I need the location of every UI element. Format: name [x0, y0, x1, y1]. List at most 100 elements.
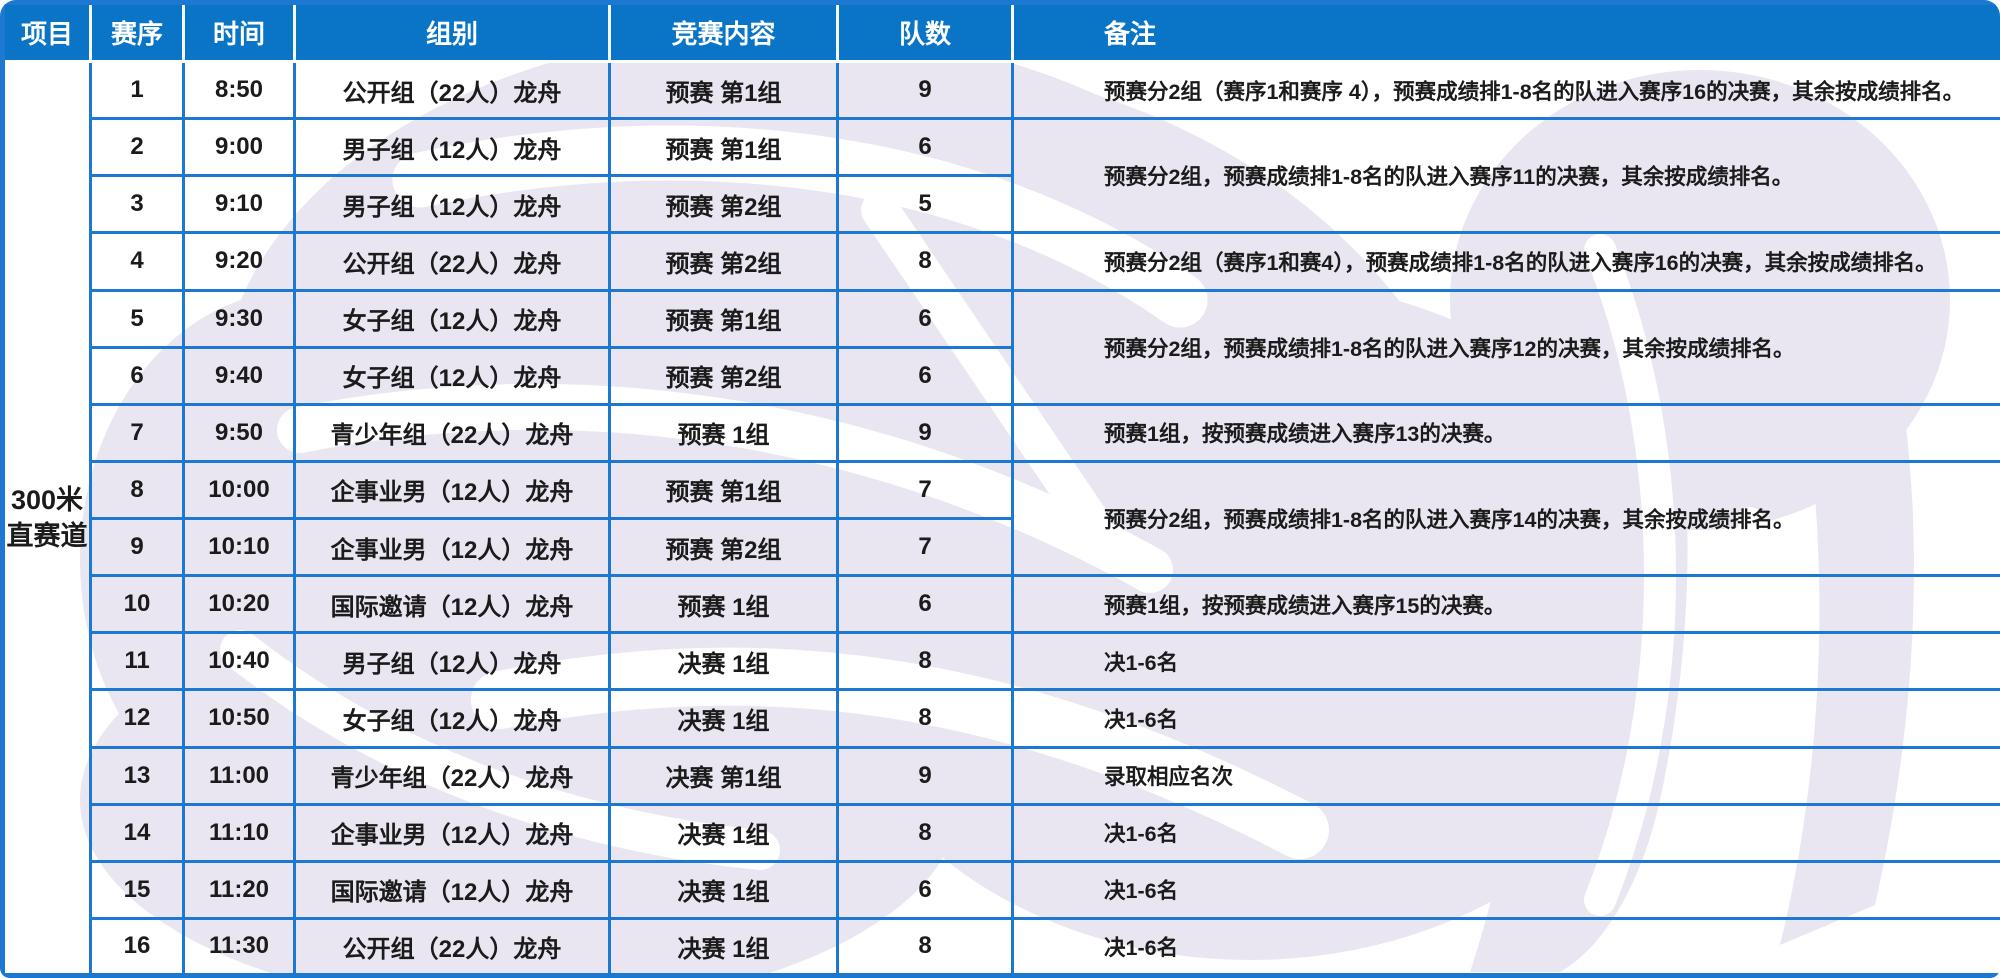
cell-seq: 1	[89, 59, 185, 121]
table-row: 7 9:50 青少年组（22人）龙舟 预赛 1组 9 预赛1组，按预赛成绩进入赛…	[3, 402, 2000, 463]
cell-content: 预赛 第1组	[608, 117, 839, 178]
cell-teams: 8	[836, 688, 1014, 749]
cell-time: 11:10	[182, 802, 296, 863]
cell-group: 企事业男（12人）龙舟	[293, 802, 611, 863]
cell-content: 预赛 第1组	[608, 59, 839, 121]
cell-remark: 录取相应名次	[1011, 745, 2000, 806]
cell-seq: 13	[89, 745, 185, 806]
cell-content: 决赛 1组	[608, 688, 839, 749]
cell-seq: 9	[89, 516, 185, 578]
cell-teams: 6	[836, 117, 1014, 178]
cell-seq: 16	[89, 916, 185, 978]
cell-group: 公开组（22人）龙舟	[293, 916, 611, 978]
cell-time: 10:50	[182, 688, 296, 749]
cell-group: 企事业男（12人）龙舟	[293, 516, 611, 578]
cell-seq: 5	[89, 288, 185, 349]
cell-content: 预赛 1组	[608, 574, 839, 635]
table-row: 15 11:20 国际邀请（12人）龙舟 决赛 1组 6 决1-6名	[3, 859, 2000, 920]
cell-teams: 6	[836, 345, 1014, 406]
cell-time: 9:00	[182, 117, 296, 178]
cell-content: 预赛 第2组	[608, 174, 839, 235]
cell-time: 9:10	[182, 174, 296, 235]
cell-teams: 8	[836, 631, 1014, 692]
cell-content: 决赛 1组	[608, 631, 839, 692]
cell-seq: 6	[89, 345, 185, 406]
cell-remark: 决1-6名	[1011, 631, 2000, 692]
cell-remark: 预赛分2组，预赛成绩排1-8名的队进入赛序12的决赛，其余按成绩排名。	[1011, 288, 2000, 406]
cell-time: 9:20	[182, 231, 296, 292]
cell-remark: 决1-6名	[1011, 859, 2000, 920]
cell-teams: 6	[836, 288, 1014, 349]
cell-group: 女子组（12人）龙舟	[293, 345, 611, 406]
cell-teams: 9	[836, 402, 1014, 463]
cell-time: 11:00	[182, 745, 296, 806]
cell-seq: 11	[89, 631, 185, 692]
cell-remark: 预赛1组，按预赛成绩进入赛序13的决赛。	[1011, 402, 2000, 463]
header-teams: 队数	[836, 2, 1013, 63]
cell-seq: 14	[89, 802, 185, 863]
cell-time: 9:50	[182, 402, 296, 463]
table-row: 300米 直赛道 1 8:50 公开组（22人）龙舟 预赛 第1组 9 预赛分2…	[1, 59, 2000, 977]
cell-content: 预赛 第2组	[608, 231, 839, 292]
cell-teams: 8	[836, 231, 1014, 292]
cell-time: 10:40	[182, 631, 296, 692]
cell-group: 国际邀请（12人）龙舟	[293, 859, 611, 920]
cell-remark: 预赛分2组，预赛成绩排1-8名的队进入赛序11的决赛，其余按成绩排名。	[1011, 117, 2000, 235]
cell-group: 国际邀请（12人）龙舟	[293, 574, 611, 635]
cell-seq: 12	[89, 688, 185, 749]
cell-group: 男子组（12人）龙舟	[293, 174, 611, 235]
cell-teams: 6	[836, 859, 1014, 920]
cell-teams: 8	[836, 916, 1014, 978]
cell-group: 女子组（12人）龙舟	[293, 288, 611, 349]
cell-seq: 4	[89, 231, 185, 292]
table-row: 11 10:40 男子组（12人）龙舟 决赛 1组 8 决1-6名	[3, 631, 2000, 692]
cell-time: 11:20	[182, 859, 296, 920]
cell-content: 决赛 1组	[608, 916, 839, 978]
cell-time: 8:50	[182, 59, 296, 121]
cell-group: 青少年组（22人）龙舟	[293, 745, 611, 806]
cell-remark: 决1-6名	[1011, 688, 2000, 749]
cell-seq: 10	[89, 574, 185, 635]
cell-remark: 预赛分2组，预赛成绩排1-8名的队进入赛序14的决赛，其余按成绩排名。	[1011, 459, 2000, 578]
table-row: 12 10:50 女子组（12人）龙舟 决赛 1组 8 决1-6名	[3, 688, 2000, 749]
cell-group: 公开组（22人）龙舟	[293, 231, 611, 292]
cell-content: 预赛 第1组	[608, 288, 839, 349]
cell-content: 决赛 第1组	[608, 745, 839, 806]
cell-teams: 9	[836, 745, 1014, 806]
cell-teams: 7	[836, 516, 1014, 578]
cell-time: 11:30	[182, 916, 296, 978]
cell-content: 预赛 第2组	[608, 516, 839, 578]
table-row: 2 9:00 男子组（12人）龙舟 预赛 第1组 6 预赛分2组，预赛成绩排1-…	[3, 117, 2000, 235]
cell-time: 10:10	[182, 516, 296, 578]
cell-time: 10:20	[182, 574, 296, 635]
cell-remark: 预赛分2组（赛序1和赛序 4），预赛成绩排1-8名的队进入赛序16的决赛，其余按…	[1011, 59, 2000, 121]
cell-teams: 8	[836, 802, 1014, 863]
project-line1: 300米	[10, 484, 84, 515]
project-line2: 直赛道	[6, 521, 88, 551]
header-group: 组别	[293, 2, 610, 63]
header-time: 时间	[182, 2, 295, 63]
table-row: 9 10:10 企事业男（12人）龙舟 预赛 第2组 7	[3, 516, 2000, 578]
table-row: 5 9:30 女子组（12人）龙舟 预赛 第1组 6 预赛分2组，预赛成绩排1-…	[3, 288, 2000, 406]
header-project: 项目	[2, 2, 91, 63]
header-row: 项目 赛序 时间 组别 竞赛内容 队数 备注	[2, 2, 2000, 63]
cell-seq: 7	[89, 402, 185, 463]
cell-remark: 预赛1组，按预赛成绩进入赛序15的决赛。	[1011, 574, 2000, 635]
table-row: 16 11:30 公开组（22人）龙舟 决赛 1组 8 决1-6名	[3, 916, 2000, 978]
cell-content: 预赛 1组	[608, 402, 839, 463]
header-content: 竞赛内容	[608, 2, 838, 63]
cell-teams: 7	[836, 459, 1014, 521]
cell-content: 预赛 第2组	[608, 345, 839, 406]
table-row: 13 11:00 青少年组（22人）龙舟 决赛 第1组 9 录取相应名次	[3, 745, 2000, 806]
header-remark: 备注	[1011, 2, 2000, 63]
cell-content: 决赛 1组	[608, 859, 839, 920]
cell-group: 企事业男（12人）龙舟	[293, 459, 611, 521]
cell-teams: 6	[836, 574, 1014, 635]
cell-teams: 9	[836, 59, 1014, 121]
cell-group: 青少年组（22人）龙舟	[293, 402, 611, 463]
header-seq: 赛序	[89, 2, 184, 63]
table-row: 14 11:10 企事业男（12人）龙舟 决赛 1组 8 决1-6名	[3, 802, 2000, 863]
table-row: 3 9:10 男子组（12人）龙舟 预赛 第2组 5	[3, 174, 2000, 235]
table-row: 4 9:20 公开组（22人）龙舟 预赛 第2组 8 预赛分2组（赛序1和赛4）…	[3, 231, 2000, 292]
